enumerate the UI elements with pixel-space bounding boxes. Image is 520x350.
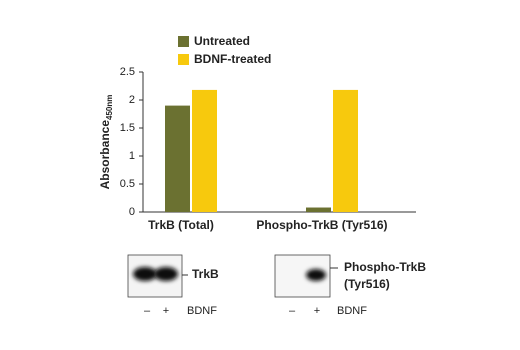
y-tick-label: 0 <box>129 206 135 218</box>
treatment-label: BDNF <box>187 305 217 317</box>
blot-label: TrkB <box>192 267 219 281</box>
y-tick-label: 2 <box>129 94 135 106</box>
blot-2: Phospho-TrkB (Tyr516) – + BDNF <box>274 254 426 317</box>
bar <box>192 89 217 212</box>
x-tick-label: TrkB (Total) <box>148 218 214 232</box>
y-tick-label: 0.5 <box>120 178 135 190</box>
x-tick-label: Phospho-TrkB (Tyr516) <box>256 218 387 232</box>
blot-1: TrkB – + BDNF <box>127 254 219 317</box>
y-label-sub: 450nm <box>105 95 114 120</box>
bar <box>165 105 190 212</box>
treatment-label: BDNF <box>337 305 367 317</box>
bar <box>306 207 331 212</box>
y-tick-label: 2.5 <box>120 66 135 78</box>
legend-label: BDNF-treated <box>194 52 271 66</box>
blot-label: (Tyr516) <box>344 277 390 291</box>
lane-label: – <box>144 305 151 317</box>
blot-label: Phospho-TrkB <box>344 260 426 274</box>
lane-label: – <box>289 305 296 317</box>
bar <box>333 89 358 212</box>
lane-label: + <box>163 305 169 317</box>
y-label-main: Absorbance <box>98 120 112 190</box>
lane-label: + <box>314 305 320 317</box>
legend-label: Untreated <box>194 34 250 48</box>
y-tick-label: 1 <box>129 150 135 162</box>
legend-swatch <box>178 36 189 47</box>
y-axis-label: Absorbance450nm <box>98 95 114 190</box>
legend-swatch <box>178 54 189 65</box>
y-tick-label: 1.5 <box>120 122 135 134</box>
